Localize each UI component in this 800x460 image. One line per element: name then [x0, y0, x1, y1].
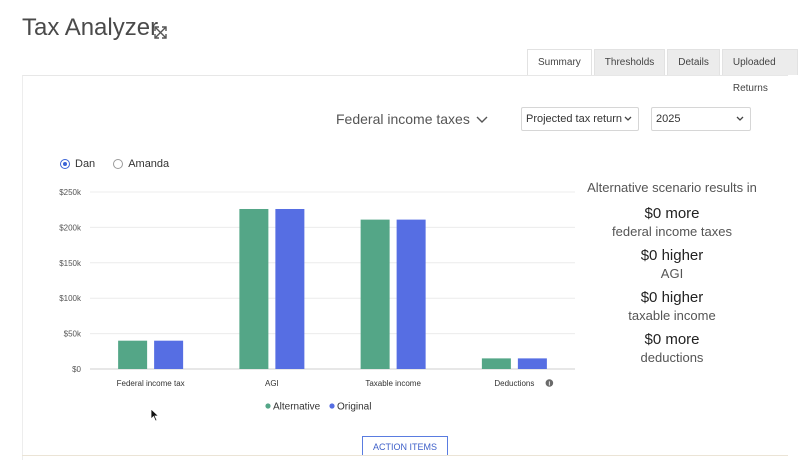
tax-type-label: Federal income taxes [336, 111, 470, 127]
result-label: taxable income [628, 308, 716, 323]
chevron-down-icon [476, 116, 488, 124]
results-title: Alternative scenario results in [587, 180, 757, 195]
chevron-down-icon [736, 116, 744, 121]
return-type-select[interactable]: Projected tax return [521, 107, 639, 131]
action-items-button[interactable]: ACTION ITEMS [362, 436, 448, 456]
person-selector: Dan Amanda [60, 158, 187, 170]
tab-thresholds[interactable]: Thresholds [593, 49, 666, 75]
result-value: $0 more [644, 205, 700, 222]
result-agi: $0 higher AGI [584, 247, 760, 281]
mouse-cursor-icon [150, 408, 160, 422]
panel-bottom-divider [22, 455, 788, 456]
tab-uploaded-returns[interactable]: Uploaded Returns [721, 49, 798, 94]
radio-dan-label: Dan [75, 158, 96, 170]
page-title: Tax Analyzer [22, 14, 159, 41]
year-value: 2025 [656, 113, 681, 125]
result-label: federal income taxes [612, 224, 732, 239]
result-federal-income-taxes: $0 more federal income taxes [584, 205, 760, 239]
tab-summary[interactable]: Summary [527, 49, 592, 75]
radio-amanda[interactable]: Amanda [113, 158, 169, 170]
radio-dan[interactable]: Dan [60, 158, 95, 170]
return-type-value: Projected tax return [526, 113, 622, 125]
summary-panel [22, 75, 788, 460]
tab-bar: Summary Thresholds Details Uploaded Retu… [527, 49, 800, 94]
chevron-down-icon [624, 116, 632, 121]
radio-dan-indicator [60, 159, 70, 169]
result-deductions: $0 more deductions [584, 331, 760, 365]
radio-amanda-label: Amanda [128, 158, 170, 170]
expand-icon[interactable] [154, 26, 167, 39]
tab-details[interactable]: Details [667, 49, 720, 75]
radio-amanda-indicator [113, 159, 124, 169]
result-value: $0 higher [640, 247, 704, 264]
result-label: deductions [640, 350, 704, 365]
result-label: AGI [660, 266, 684, 281]
result-value: $0 more [644, 331, 700, 348]
result-taxable-income: $0 higher taxable income [584, 289, 760, 323]
tax-type-dropdown[interactable]: Federal income taxes [336, 111, 488, 127]
year-select[interactable]: 2025 [651, 107, 751, 131]
result-value: $0 higher [640, 289, 704, 306]
results-summary: Alternative scenario results in $0 more … [584, 180, 760, 365]
